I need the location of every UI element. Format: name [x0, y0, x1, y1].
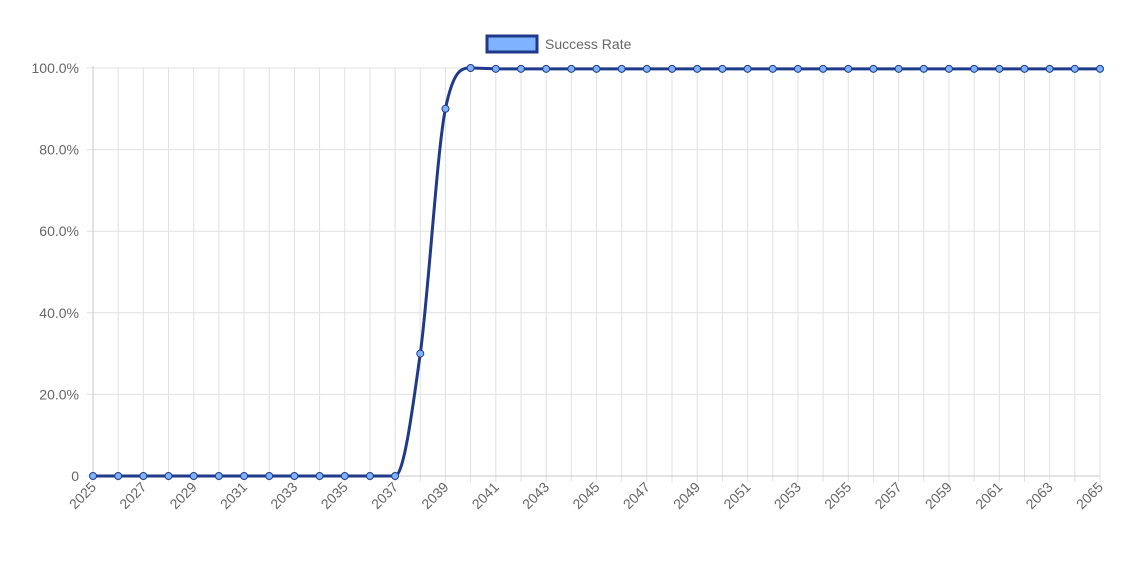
- data-point[interactable]: [416, 349, 425, 358]
- x-tick-label: 2039: [418, 479, 451, 512]
- x-tick-label: 2059: [922, 479, 955, 512]
- y-tick-label: 40.0%: [39, 305, 79, 321]
- data-point[interactable]: [869, 64, 878, 73]
- data-point[interactable]: [1070, 64, 1079, 73]
- legend-label-success-rate: Success Rate: [545, 36, 632, 52]
- data-point[interactable]: [1020, 64, 1029, 73]
- y-tick-label: 20.0%: [39, 386, 79, 402]
- x-tick-label: 2031: [217, 479, 250, 512]
- y-tick-label: 60.0%: [39, 223, 79, 239]
- data-point[interactable]: [491, 64, 500, 73]
- legend-swatch-success-rate[interactable]: [485, 34, 539, 54]
- data-point[interactable]: [340, 472, 349, 480]
- x-tick-label: 2057: [871, 479, 904, 512]
- x-tick-label: 2027: [116, 479, 149, 512]
- data-point[interactable]: [240, 472, 249, 480]
- x-tick-label: 2033: [267, 479, 300, 512]
- x-tick-label: 2061: [972, 479, 1005, 512]
- series-success-rate: [89, 64, 1104, 480]
- data-point[interactable]: [995, 64, 1004, 73]
- data-point[interactable]: [642, 64, 651, 73]
- data-point[interactable]: [668, 64, 677, 73]
- y-tick-label: 100.0%: [32, 60, 79, 76]
- data-point[interactable]: [139, 472, 148, 480]
- x-tick-label: 2035: [318, 479, 351, 512]
- data-point[interactable]: [919, 64, 928, 73]
- data-point[interactable]: [944, 64, 953, 73]
- data-point[interactable]: [970, 64, 979, 73]
- x-tick-label: 2063: [1022, 479, 1055, 512]
- data-point[interactable]: [365, 472, 374, 480]
- data-point[interactable]: [617, 64, 626, 73]
- data-point[interactable]: [718, 64, 727, 73]
- x-tick-label: 2049: [670, 479, 703, 512]
- y-axis-ticks: 0 20.0% 40.0% 60.0% 80.0% 100.0%: [32, 60, 80, 484]
- x-tick-label: 2041: [469, 479, 502, 512]
- data-point[interactable]: [768, 64, 777, 73]
- data-point[interactable]: [844, 64, 853, 73]
- data-point[interactable]: [189, 472, 198, 480]
- x-tick-label: 2047: [620, 479, 653, 512]
- x-tick-label: 2043: [519, 479, 552, 512]
- x-tick-label: 2045: [569, 479, 602, 512]
- data-point[interactable]: [315, 472, 324, 480]
- data-point[interactable]: [793, 64, 802, 73]
- data-point[interactable]: [164, 472, 173, 480]
- x-tick-label: 2029: [166, 479, 199, 512]
- data-point[interactable]: [391, 472, 400, 480]
- x-tick-label: 2051: [720, 479, 753, 512]
- y-tick-label: 0: [71, 468, 79, 484]
- x-tick-label: 2055: [821, 479, 854, 512]
- grid: [87, 67, 1101, 482]
- data-point[interactable]: [1096, 64, 1104, 73]
- x-tick-label: 2053: [771, 479, 804, 512]
- data-point[interactable]: [516, 64, 525, 73]
- x-tick-label: 2065: [1073, 479, 1106, 512]
- data-point[interactable]: [441, 104, 450, 113]
- y-tick-label: 80.0%: [39, 142, 79, 158]
- x-axis-ticks: 2025 2027 2029 2031 2033 2035 2037 2039 2041 2043…: [66, 479, 1106, 512]
- data-point[interactable]: [114, 472, 123, 480]
- data-point[interactable]: [743, 64, 752, 73]
- data-point[interactable]: [89, 472, 97, 480]
- data-point[interactable]: [542, 64, 551, 73]
- data-point[interactable]: [1045, 64, 1054, 73]
- data-point[interactable]: [819, 64, 828, 73]
- legend[interactable]: Success Rate: [485, 34, 632, 54]
- x-tick-label: 2037: [368, 479, 401, 512]
- data-point[interactable]: [214, 472, 223, 480]
- data-point[interactable]: [592, 64, 601, 73]
- data-point[interactable]: [265, 472, 274, 480]
- data-point[interactable]: [567, 64, 576, 73]
- data-point[interactable]: [290, 472, 299, 480]
- data-point[interactable]: [693, 64, 702, 73]
- data-point[interactable]: [466, 64, 475, 72]
- data-point[interactable]: [894, 64, 903, 73]
